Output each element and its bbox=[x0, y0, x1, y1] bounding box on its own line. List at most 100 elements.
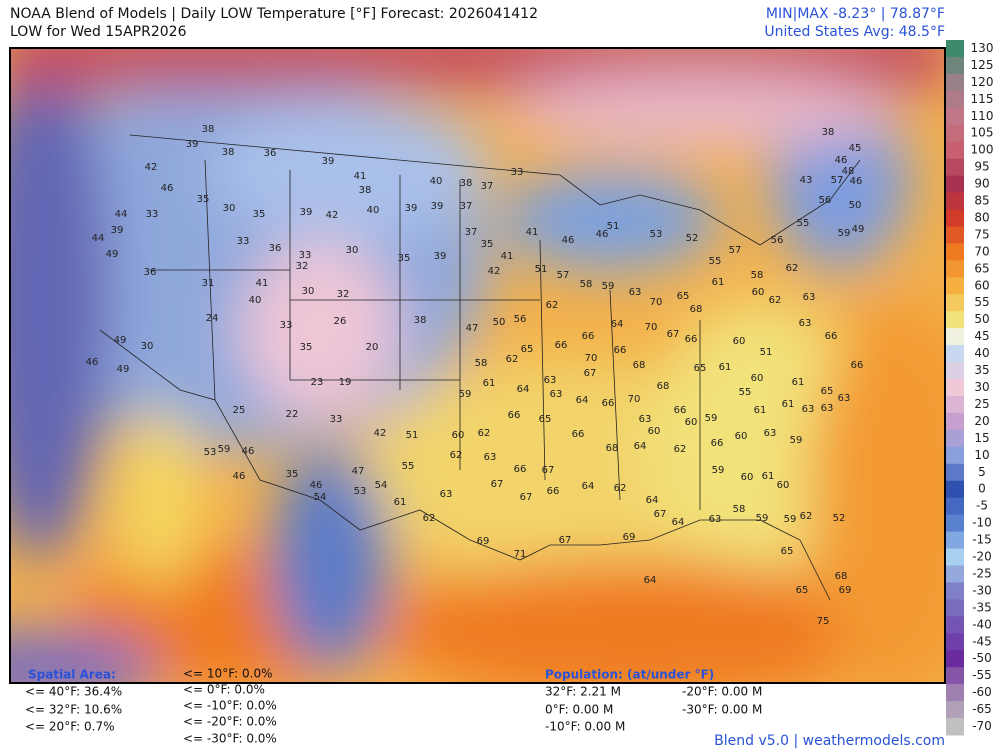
average: United States Avg: 48.5°F bbox=[764, 24, 945, 40]
station-value: 60 bbox=[452, 430, 465, 441]
colorbar-segment bbox=[946, 616, 964, 634]
station-value: 38 bbox=[202, 124, 215, 135]
colorbar-segment bbox=[946, 141, 964, 160]
colorbar-label: 30 bbox=[974, 380, 989, 394]
station-value: 46 bbox=[86, 357, 99, 368]
station-value: 63 bbox=[639, 414, 652, 425]
station-value: 67 bbox=[542, 465, 555, 476]
station-value: 32 bbox=[296, 261, 309, 272]
map-frame bbox=[9, 47, 946, 684]
station-value: 63 bbox=[802, 404, 815, 415]
station-value: 63 bbox=[629, 287, 642, 298]
colorbar-segment bbox=[946, 73, 964, 92]
colorbar-segment bbox=[946, 40, 964, 58]
spatial-item: <= 32°F: 10.6% bbox=[25, 703, 122, 717]
colorbar-segment bbox=[946, 429, 964, 448]
station-value: 33 bbox=[146, 209, 159, 220]
colorbar-segment bbox=[946, 90, 964, 109]
station-value: 23 bbox=[311, 377, 324, 388]
population-item: 32°F: 2.21 M bbox=[545, 685, 621, 699]
colorbar-segment bbox=[946, 209, 964, 227]
station-value: 62 bbox=[478, 428, 491, 439]
colorbar-segment bbox=[946, 599, 964, 617]
station-value: 49 bbox=[114, 335, 127, 346]
station-value: 46 bbox=[161, 183, 174, 194]
station-value: 59 bbox=[784, 514, 797, 525]
station-value: 50 bbox=[849, 200, 862, 211]
spatial-item: <= -10°F: 0.0% bbox=[183, 699, 277, 713]
station-value: 42 bbox=[488, 266, 501, 277]
colorbar-segment bbox=[946, 243, 964, 261]
station-value: 59 bbox=[712, 465, 725, 476]
colorbar-label: 80 bbox=[974, 210, 989, 224]
station-value: 20 bbox=[366, 342, 379, 353]
station-value: 56 bbox=[819, 195, 832, 206]
station-value: 63 bbox=[838, 393, 851, 404]
station-value: 46 bbox=[310, 480, 323, 491]
station-value: 61 bbox=[782, 399, 795, 410]
station-value: 51 bbox=[607, 221, 620, 232]
station-value: 67 bbox=[520, 492, 533, 503]
station-value: 38 bbox=[359, 185, 372, 196]
colorbar-label: -20 bbox=[972, 550, 992, 564]
station-value: 57 bbox=[831, 175, 844, 186]
station-value: 30 bbox=[346, 245, 359, 256]
station-value: 59 bbox=[790, 435, 803, 446]
colorbar-segment bbox=[946, 379, 964, 397]
station-value: 37 bbox=[465, 227, 478, 238]
station-value: 66 bbox=[572, 429, 585, 440]
station-value: 70 bbox=[628, 394, 641, 405]
colorbar-label: 105 bbox=[971, 126, 994, 140]
colorbar-label: 50 bbox=[974, 312, 989, 326]
station-value: 35 bbox=[286, 469, 299, 480]
station-value: 36 bbox=[264, 148, 277, 159]
station-value: 42 bbox=[374, 428, 387, 439]
station-value: 46 bbox=[242, 446, 255, 457]
colorbar-segment bbox=[946, 158, 964, 177]
colorbar-label: -60 bbox=[972, 685, 992, 699]
station-value: 67 bbox=[654, 509, 667, 520]
station-value: 63 bbox=[709, 514, 722, 525]
colorbar: 1301251201151101051009590858075706560555… bbox=[946, 40, 993, 736]
station-value: 60 bbox=[751, 373, 764, 384]
station-value: 62 bbox=[546, 300, 559, 311]
footer: Blend v5.0 | weathermodels.com bbox=[714, 733, 945, 749]
station-value: 33 bbox=[280, 320, 293, 331]
station-value: 68 bbox=[633, 360, 646, 371]
station-value: 40 bbox=[249, 295, 262, 306]
spatial-item: <= 40°F: 36.4% bbox=[25, 685, 122, 699]
colorbar-label: 40 bbox=[974, 346, 989, 360]
station-value: 59 bbox=[602, 281, 615, 292]
station-value: 60 bbox=[685, 417, 698, 428]
station-value: 64 bbox=[576, 395, 589, 406]
colorbar-segment bbox=[946, 650, 964, 668]
colorbar-segment bbox=[946, 412, 964, 431]
station-value: 70 bbox=[645, 322, 658, 333]
colorbar-label: 125 bbox=[971, 58, 994, 72]
colorbar-label: 95 bbox=[974, 160, 989, 174]
station-value: 62 bbox=[450, 450, 463, 461]
station-value: 67 bbox=[584, 368, 597, 379]
station-value: 62 bbox=[506, 354, 519, 365]
colorbar-segment bbox=[946, 124, 964, 143]
station-value: 65 bbox=[821, 386, 834, 397]
station-value: 61 bbox=[712, 277, 725, 288]
station-value: 61 bbox=[394, 497, 407, 508]
station-value: 55 bbox=[797, 218, 810, 229]
station-value: 69 bbox=[839, 585, 852, 596]
station-value: 39 bbox=[434, 251, 447, 262]
station-value: 26 bbox=[334, 316, 347, 327]
station-value: 60 bbox=[733, 336, 746, 347]
station-value: 44 bbox=[115, 209, 128, 220]
colorbar-segment bbox=[946, 395, 964, 414]
station-value: 58 bbox=[475, 358, 488, 369]
colorbar-label: 10 bbox=[974, 448, 989, 462]
colorbar-label: -30 bbox=[972, 583, 992, 597]
station-value: 57 bbox=[729, 245, 742, 256]
station-value: 41 bbox=[256, 278, 269, 289]
colorbar-label: 85 bbox=[974, 194, 989, 208]
station-value: 51 bbox=[406, 430, 419, 441]
station-value: 66 bbox=[851, 360, 864, 371]
